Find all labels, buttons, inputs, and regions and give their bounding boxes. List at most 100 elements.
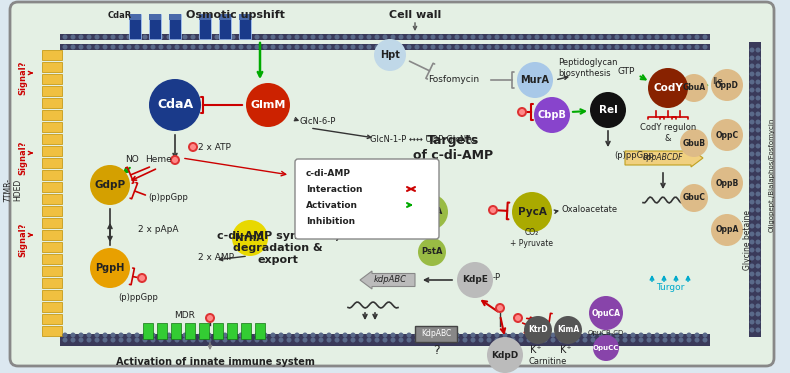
Circle shape [518,338,524,342]
Circle shape [351,34,356,40]
Text: KdpD: KdpD [491,351,518,360]
Bar [185,323,195,339]
Circle shape [159,44,164,50]
Bar [169,14,181,20]
Circle shape [398,332,404,338]
Circle shape [231,332,235,338]
Circle shape [390,44,396,50]
Circle shape [755,191,761,197]
Text: Osmotic upshift: Osmotic upshift [186,10,284,20]
Circle shape [711,167,743,199]
Circle shape [215,34,220,40]
Circle shape [574,34,580,40]
Circle shape [167,44,171,50]
Circle shape [62,44,67,50]
Circle shape [566,44,571,50]
Circle shape [646,44,652,50]
Circle shape [638,34,644,40]
Circle shape [755,47,761,53]
Circle shape [679,34,683,40]
Circle shape [755,216,761,220]
Circle shape [279,34,284,40]
Circle shape [151,44,156,50]
Circle shape [630,338,635,342]
Text: KdpE: KdpE [462,276,488,285]
Circle shape [750,272,754,276]
Circle shape [599,44,604,50]
Bar [42,302,62,312]
Circle shape [755,63,761,69]
Bar [169,14,181,39]
Text: CbpA: CbpA [417,207,443,216]
Circle shape [111,34,115,40]
Circle shape [590,332,596,338]
Bar [199,14,211,20]
Circle shape [343,34,348,40]
Circle shape [750,295,754,301]
Circle shape [126,338,131,342]
Circle shape [86,34,92,40]
Circle shape [755,288,761,292]
Text: PgpH: PgpH [96,263,125,273]
Circle shape [502,338,507,342]
Circle shape [750,320,754,325]
Circle shape [279,338,284,342]
Circle shape [326,34,332,40]
Circle shape [671,338,675,342]
Circle shape [607,338,611,342]
Circle shape [134,332,140,338]
Circle shape [510,332,516,338]
Circle shape [382,34,388,40]
Circle shape [111,338,115,342]
Circle shape [750,56,754,60]
Circle shape [367,338,371,342]
Text: kdpABC: kdpABC [374,276,407,285]
Bar [239,14,251,20]
Circle shape [142,44,148,50]
Circle shape [590,92,626,128]
Circle shape [551,332,555,338]
Circle shape [118,44,123,50]
Circle shape [287,44,292,50]
Circle shape [86,332,92,338]
Circle shape [755,232,761,236]
Text: Cell wall: Cell wall [389,10,441,20]
Circle shape [70,34,76,40]
Circle shape [295,332,299,338]
Circle shape [694,338,699,342]
Text: K⁺: K⁺ [560,345,572,355]
Text: 2 x AMP: 2 x AMP [198,254,234,263]
Circle shape [750,216,754,220]
Circle shape [175,338,179,342]
Circle shape [134,338,140,342]
Circle shape [755,295,761,301]
Text: NrnA: NrnA [235,233,265,243]
Circle shape [589,296,623,330]
Circle shape [518,34,524,40]
Circle shape [215,332,220,338]
Circle shape [663,338,668,342]
Bar [42,122,62,132]
Circle shape [334,332,340,338]
Circle shape [680,184,708,212]
Circle shape [750,207,754,213]
Text: OppC: OppC [716,131,739,140]
Circle shape [750,167,754,172]
Circle shape [95,44,100,50]
Circle shape [151,34,156,40]
Text: Activation of innate immune system: Activation of innate immune system [115,357,314,367]
Circle shape [512,192,552,232]
Circle shape [295,338,299,342]
Circle shape [574,338,580,342]
Circle shape [755,176,761,181]
Circle shape [510,44,516,50]
Circle shape [159,332,164,338]
Circle shape [262,332,268,338]
Circle shape [303,34,307,40]
Circle shape [755,311,761,317]
Circle shape [412,194,448,230]
Circle shape [654,338,660,342]
Text: Ile: Ile [712,78,723,87]
Circle shape [223,332,228,338]
Circle shape [254,34,259,40]
